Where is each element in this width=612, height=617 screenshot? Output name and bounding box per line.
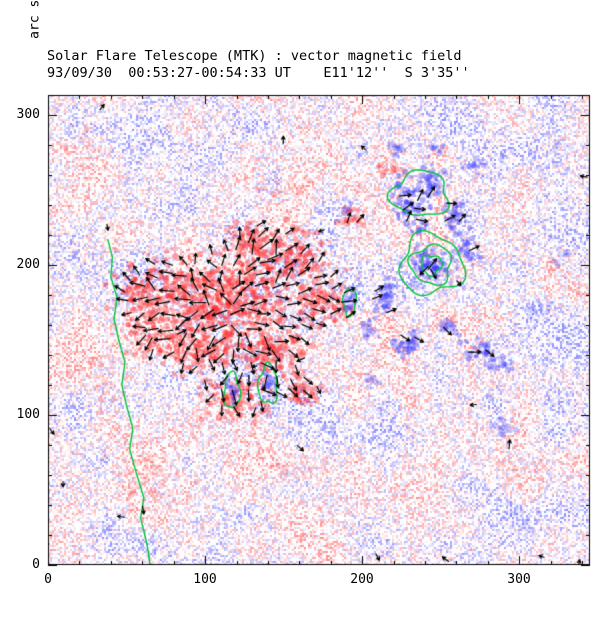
y-tick-label-300: 300 — [16, 107, 40, 122]
y-tick-label-0: 0 — [32, 557, 40, 572]
y-tick-label-200: 200 — [16, 257, 40, 272]
plot-title: Solar Flare Telescope (MTK) : vector mag… — [47, 48, 462, 64]
y-axis-label: arc sec. — [27, 0, 43, 39]
x-tick-label-100: 100 — [193, 572, 217, 587]
x-tick-label-300: 300 — [507, 572, 531, 587]
x-tick-label-200: 200 — [350, 572, 374, 587]
x-tick-label-0: 0 — [44, 572, 52, 587]
y-tick-label-100: 100 — [16, 407, 40, 422]
plot-subtitle: 93/09/30 00:53:27-00:54:33 UT E11'12'' S… — [47, 65, 470, 81]
